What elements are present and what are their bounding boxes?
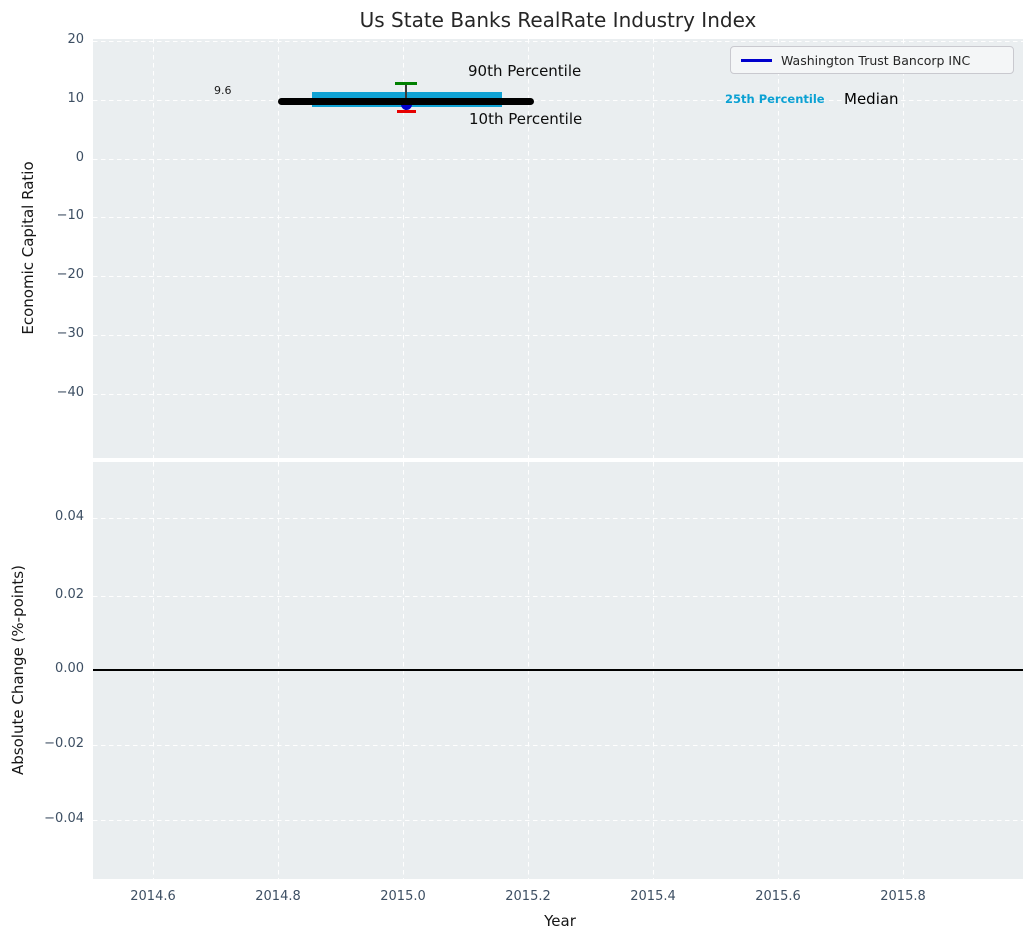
top-ytick-label: −10 xyxy=(56,208,84,223)
x-tick-label: 2015.2 xyxy=(505,889,551,904)
p90-cap-marker xyxy=(395,82,417,85)
top-ytick-label: −40 xyxy=(56,385,84,400)
horizontal-gridline xyxy=(93,159,1023,161)
vertical-gridline xyxy=(778,39,780,458)
chart-title: Us State Banks RealRate Industry Index xyxy=(359,8,757,32)
p10-cap-marker xyxy=(397,110,416,113)
top-ytick-label: 10 xyxy=(67,91,84,106)
vertical-gridline xyxy=(653,39,655,458)
top-ylabel: Economic Capital Ratio xyxy=(19,161,37,335)
top-ytick-label: −20 xyxy=(56,267,84,282)
p10-annotation: 10th Percentile xyxy=(469,110,583,128)
horizontal-gridline xyxy=(93,518,1023,520)
bottom-ytick-label: 0.04 xyxy=(55,509,84,524)
legend-series-label: Washington Trust Bancorp INC xyxy=(781,52,971,68)
legend-line-sample xyxy=(741,58,772,62)
p90-annotation: 90th Percentile xyxy=(468,62,582,80)
top-axes xyxy=(93,39,1023,458)
x-tick-label: 2015.6 xyxy=(755,889,801,904)
x-tick-label: 2014.8 xyxy=(255,889,301,904)
median-annotation: Median xyxy=(844,90,899,108)
p25-annotation: 25th Percentile xyxy=(725,92,825,106)
xlabel: Year xyxy=(544,912,576,930)
top-ytick-label: 20 xyxy=(67,32,84,47)
horizontal-gridline xyxy=(93,820,1023,822)
horizontal-gridline xyxy=(93,335,1023,337)
vertical-gridline xyxy=(903,39,905,458)
x-tick-label: 2015.4 xyxy=(630,889,676,904)
top-ytick-label: −30 xyxy=(56,326,84,341)
median-line xyxy=(278,98,534,105)
horizontal-gridline xyxy=(93,217,1023,219)
vertical-gridline xyxy=(528,39,530,458)
x-tick-label: 2015.0 xyxy=(380,889,426,904)
horizontal-gridline xyxy=(93,596,1023,598)
bottom-ytick-label: 0.00 xyxy=(55,661,84,676)
horizontal-gridline xyxy=(93,100,1023,102)
legend: Washington Trust Bancorp INC xyxy=(730,46,1014,74)
horizontal-gridline xyxy=(93,394,1023,396)
horizontal-gridline xyxy=(93,276,1023,278)
bottom-ytick-label: −0.04 xyxy=(44,811,84,826)
median-value-label: 9.6 xyxy=(214,84,232,97)
horizontal-gridline xyxy=(93,41,1023,43)
x-tick-label: 2014.6 xyxy=(130,889,176,904)
vertical-gridline xyxy=(278,39,280,458)
percentile-whisker-line xyxy=(405,83,407,112)
zero-line xyxy=(93,669,1023,671)
vertical-gridline xyxy=(153,39,155,458)
bottom-ytick-label: −0.02 xyxy=(44,736,84,751)
bottom-ytick-label: 0.02 xyxy=(55,587,84,602)
x-tick-label: 2015.8 xyxy=(880,889,926,904)
horizontal-gridline xyxy=(93,745,1023,747)
top-ytick-label: 0 xyxy=(75,150,84,165)
bottom-axes xyxy=(93,462,1023,879)
vertical-gridline xyxy=(403,39,405,458)
